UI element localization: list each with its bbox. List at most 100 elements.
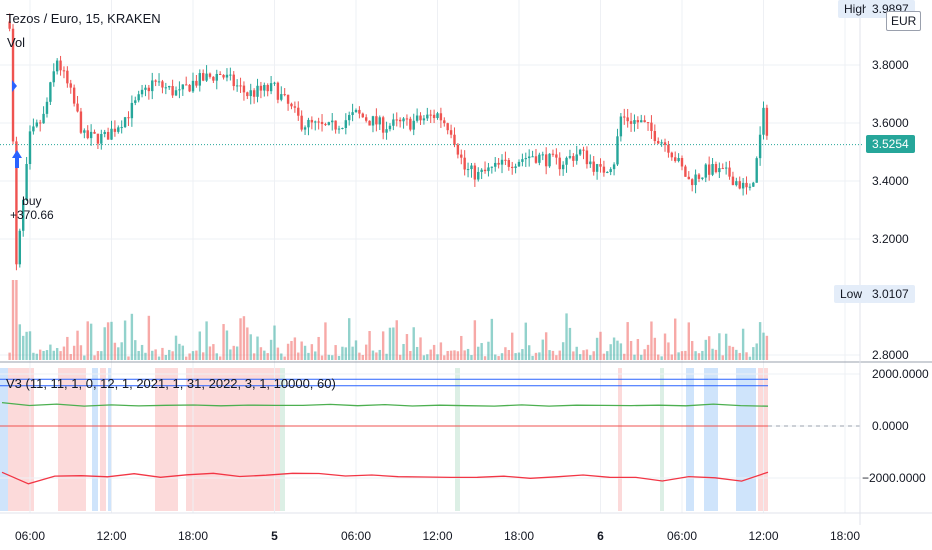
volume-bar	[432, 344, 436, 360]
candle-body	[52, 71, 55, 83]
signal-band	[704, 368, 718, 511]
indicator-label[interactable]: V3 (11, 11, 1, 0, 12, 1, 2021, 1, 31, 20…	[6, 376, 336, 391]
volume-bar	[334, 345, 337, 360]
volume-bar	[738, 352, 741, 360]
candle-body	[303, 127, 307, 130]
signal-band	[155, 368, 162, 511]
volume-bar	[711, 348, 714, 360]
volume-bar	[419, 337, 422, 360]
candle-body	[490, 166, 494, 168]
volume-bar	[527, 345, 531, 360]
candle-body	[110, 128, 113, 140]
candle-body	[589, 161, 592, 165]
candle-body	[650, 122, 653, 132]
volume-bar	[263, 350, 266, 360]
low-badge-value: 3.0107	[866, 285, 915, 303]
volume-bar	[218, 356, 222, 360]
candle-body	[674, 157, 677, 162]
candle-body	[35, 122, 38, 127]
candle-body	[555, 154, 558, 158]
candle-body	[636, 120, 640, 123]
volume-bar	[572, 351, 575, 360]
candle-body	[337, 128, 341, 130]
volume-bar	[561, 342, 565, 360]
candle-body	[368, 120, 371, 126]
indicator-tick-label: −2000.0000	[862, 471, 926, 485]
volume-bar	[599, 331, 602, 360]
volume-bar	[35, 353, 38, 360]
candle-body	[575, 154, 578, 161]
candle-body	[361, 113, 364, 118]
volume-bar	[629, 340, 633, 360]
candle-body	[154, 80, 157, 82]
candle-body	[534, 156, 538, 163]
volume-bar	[232, 345, 235, 360]
volume-bar	[392, 327, 395, 360]
candle-body	[436, 113, 439, 119]
volume-bar	[174, 335, 178, 360]
candle-body	[745, 182, 748, 188]
volume-bar	[314, 351, 317, 360]
volume-bar	[32, 352, 35, 360]
volume-bar	[436, 354, 439, 360]
candle-body	[320, 121, 324, 125]
candle-body	[412, 120, 415, 130]
signal-band	[162, 368, 178, 511]
price-tick-label: 3.8000	[872, 58, 909, 72]
volume-bar	[317, 336, 320, 360]
volume-bar	[195, 350, 198, 360]
candle-body	[45, 101, 49, 114]
volume-bar	[558, 350, 561, 360]
volume-bar	[266, 353, 269, 360]
volume-bar	[83, 355, 86, 360]
volume-bar	[592, 351, 595, 360]
buy-arrow-icon[interactable]	[12, 150, 22, 168]
candle-body	[120, 127, 123, 129]
candle-body	[538, 154, 541, 163]
volume-bar	[198, 331, 201, 360]
candle-body	[473, 165, 477, 180]
volume-bar	[42, 350, 45, 360]
candle-body	[178, 89, 181, 91]
volume-bar	[483, 356, 487, 360]
volume-label[interactable]: Vol	[7, 35, 26, 50]
volume-bar	[100, 351, 103, 360]
volume-bar	[745, 352, 748, 360]
candle-body	[229, 74, 232, 76]
candle-body	[514, 166, 517, 168]
volume-bar	[154, 349, 157, 360]
volume-bar	[293, 337, 297, 360]
volume-bar	[280, 353, 283, 360]
volume-bar	[480, 343, 483, 360]
volume-bar	[300, 341, 303, 360]
candle-body	[25, 164, 28, 200]
volume-bar	[388, 327, 392, 360]
candle-body	[701, 177, 704, 179]
candle-body	[100, 134, 103, 144]
volume-bar	[79, 345, 83, 360]
volume-bar	[185, 356, 188, 360]
volume-bar	[269, 339, 273, 360]
volume-bar	[731, 346, 735, 360]
volume-bar	[113, 342, 117, 360]
volume-bar	[677, 352, 680, 360]
signal-band	[660, 368, 664, 511]
currency-button[interactable]: EUR	[886, 11, 922, 31]
candle-body	[269, 83, 273, 92]
price-tick-label: 2.8000	[872, 348, 909, 362]
volume-bar	[568, 327, 572, 360]
volume-bar	[582, 350, 585, 360]
volume-bar	[28, 331, 32, 360]
candle-body	[585, 150, 589, 165]
volume-bar	[69, 354, 72, 360]
volume-bar	[487, 341, 490, 360]
volume-bar	[524, 322, 527, 360]
candle-body	[69, 83, 72, 88]
candle-body	[317, 121, 320, 123]
candle-body	[463, 157, 466, 170]
candle-body	[266, 84, 269, 92]
time-tick-label: 18:00	[178, 529, 208, 543]
candle-body	[592, 161, 595, 172]
candle-body	[310, 119, 314, 123]
